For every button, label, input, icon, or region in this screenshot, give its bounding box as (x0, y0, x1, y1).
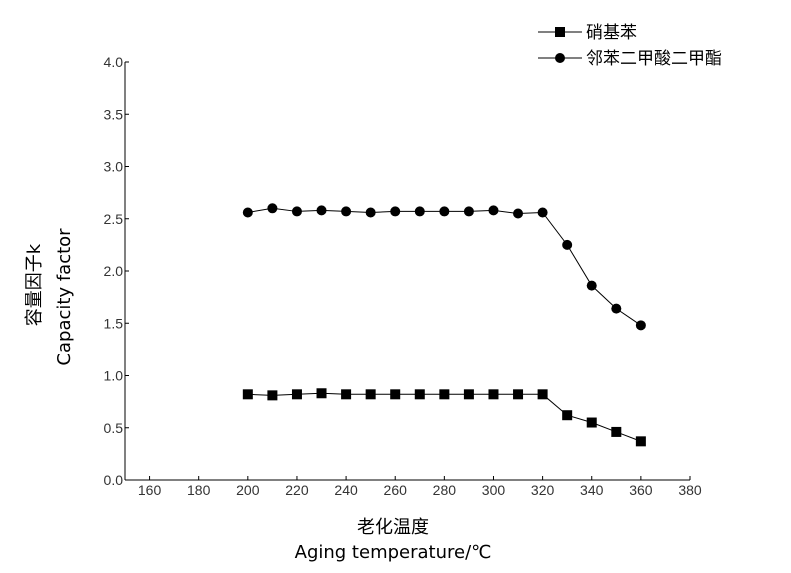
axis-labels: 老化温度 Aging temperature/℃ 容量因子k Capacity … (24, 228, 491, 563)
legend-marker (555, 27, 565, 37)
y-tick-label: 2.0 (104, 263, 124, 279)
x-axis-label-en: Aging temperature/℃ (295, 542, 492, 563)
data-point (586, 280, 597, 291)
data-point (439, 389, 450, 400)
series-1 (242, 388, 646, 447)
data-point (562, 239, 573, 250)
data-point (586, 417, 597, 428)
data-point (513, 208, 524, 219)
data-point (242, 207, 253, 218)
x-tick-label: 200 (236, 482, 260, 498)
y-tick-label: 0.5 (104, 420, 124, 436)
data-point (414, 389, 425, 400)
data-point (537, 207, 548, 218)
y-axis-label-cn: 容量因子k (24, 243, 45, 326)
x-tick-label: 300 (482, 482, 506, 498)
data-point (390, 206, 401, 217)
y-tick-label: 2.5 (104, 211, 124, 227)
data-point (365, 207, 376, 218)
data-point (291, 389, 302, 400)
data-point (316, 205, 327, 216)
series-2 (242, 203, 646, 331)
data-point (390, 389, 401, 400)
data-point (291, 206, 302, 217)
x-tick-label: 220 (285, 482, 309, 498)
data-point (513, 389, 524, 400)
x-tick-label: 380 (678, 482, 702, 498)
y-tick-label: 3.0 (104, 159, 124, 175)
data-point (242, 389, 253, 400)
data-point (365, 389, 376, 400)
y-tick-label: 1.5 (104, 315, 124, 331)
data-point (562, 410, 573, 421)
data-point (488, 389, 499, 400)
data-point (341, 389, 352, 400)
series-line (247, 392, 642, 442)
x-tick-label: 280 (433, 482, 457, 498)
data-point (414, 206, 425, 217)
data-point (488, 205, 499, 216)
data-point (439, 206, 450, 217)
legend-item-1: 硝基苯 (538, 23, 637, 43)
data-point (316, 388, 327, 399)
data-point (635, 320, 646, 331)
legend-label: 邻苯二甲酸二甲酯 (586, 49, 722, 69)
data-point (611, 303, 622, 314)
y-tick-label: 3.5 (104, 106, 124, 122)
series-line (247, 207, 642, 326)
legend-label: 硝基苯 (586, 23, 637, 43)
y-axis-label-en: Capacity factor (54, 228, 75, 366)
x-tick-label: 320 (531, 482, 555, 498)
legend-marker (555, 53, 565, 63)
data-point (267, 203, 278, 214)
data-point (611, 426, 622, 437)
x-tick-label: 180 (187, 482, 211, 498)
data-point (267, 390, 278, 401)
axes: 160 180 200 220 240 260 280 300 320 340 360 380 0.0 0… (104, 54, 702, 498)
x-tick-label: 360 (629, 482, 653, 498)
y-tick-label: 1.0 (104, 368, 124, 384)
data-point (635, 436, 646, 447)
series-layer (242, 203, 646, 447)
data-point (341, 206, 352, 217)
data-point (537, 389, 548, 400)
x-tick-label: 340 (580, 482, 604, 498)
x-tick-label: 240 (334, 482, 358, 498)
data-point (463, 389, 474, 400)
x-tick-label: 260 (384, 482, 408, 498)
legend-item-2: 邻苯二甲酸二甲酯 (538, 49, 722, 69)
data-point (463, 206, 474, 217)
y-tick-label: 4.0 (104, 54, 124, 70)
y-tick-label: 0.0 (104, 472, 124, 488)
x-tick-label: 160 (138, 482, 162, 498)
x-axis-label-cn: 老化温度 (357, 517, 429, 538)
